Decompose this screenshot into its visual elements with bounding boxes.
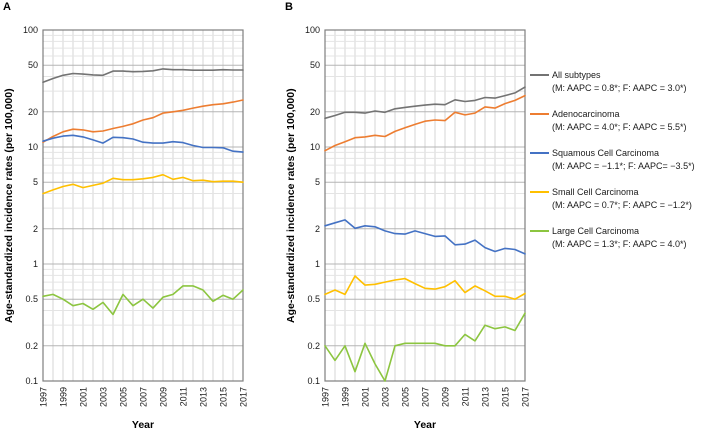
svg-text:2003: 2003 bbox=[381, 387, 391, 407]
svg-text:2011: 2011 bbox=[461, 387, 471, 406]
legend-aapc-note: (M: AAPC = −1.1*; F: AAPC= −3.5*) bbox=[552, 161, 695, 171]
svg-text:0.1: 0.1 bbox=[25, 376, 38, 386]
legend-aapc-note: (M: AAPC = 0.7*; F: AAPC = −1.2*) bbox=[552, 200, 692, 210]
legend-aapc-note: (M: AAPC = 1.3*; F: AAPC = 4.0*) bbox=[552, 239, 687, 249]
svg-text:50: 50 bbox=[28, 60, 38, 70]
legend-label: All subtypes bbox=[552, 70, 601, 80]
panel-a-label: A bbox=[3, 1, 11, 13]
svg-text:1: 1 bbox=[315, 259, 320, 269]
legend-item-squamous-cell: Squamous Cell Carcinoma (M: AAPC = −1.1*… bbox=[530, 147, 709, 173]
svg-text:2: 2 bbox=[315, 224, 320, 234]
legend-item-large-cell: Large Cell Carcinoma (M: AAPC = 1.3*; F:… bbox=[530, 225, 709, 251]
svg-text:2007: 2007 bbox=[421, 387, 431, 407]
legend-label: Squamous Cell Carcinoma bbox=[552, 148, 660, 158]
svg-text:2017: 2017 bbox=[521, 387, 531, 407]
svg-text:2015: 2015 bbox=[219, 387, 229, 407]
svg-text:2003: 2003 bbox=[99, 387, 109, 407]
panel-b-x-axis-title: Year bbox=[413, 419, 437, 431]
svg-text:0.2: 0.2 bbox=[307, 341, 320, 351]
legend-aapc-note: (M: AAPC = 4.0*; F: AAPC = 5.5*) bbox=[552, 122, 687, 132]
panel-a-x-axis-title: Year bbox=[131, 419, 155, 431]
legend-label: Small Cell Carcinoma bbox=[552, 187, 639, 197]
legend-item-all-subtypes: All subtypes (M: AAPC = 0.8*; F: AAPC = … bbox=[530, 69, 709, 95]
legend-item-small-cell: Small Cell Carcinoma (M: AAPC = 0.7*; F:… bbox=[530, 186, 709, 212]
svg-text:1999: 1999 bbox=[59, 387, 69, 407]
svg-text:1: 1 bbox=[33, 259, 38, 269]
svg-text:2011: 2011 bbox=[179, 387, 189, 406]
svg-text:1997: 1997 bbox=[39, 387, 49, 407]
adenocarcinoma-line-swatch-icon bbox=[530, 113, 549, 115]
squamous-cell-line-swatch-icon bbox=[530, 152, 549, 154]
svg-text:2009: 2009 bbox=[159, 387, 169, 407]
small-cell-line-swatch-icon bbox=[530, 191, 549, 193]
large-cell-line-swatch-icon bbox=[530, 230, 549, 232]
svg-text:1997: 1997 bbox=[321, 387, 331, 407]
svg-text:2005: 2005 bbox=[119, 387, 129, 407]
svg-text:0.2: 0.2 bbox=[25, 341, 38, 351]
legend-label: Large Cell Carcinoma bbox=[552, 226, 640, 236]
svg-text:2015: 2015 bbox=[501, 387, 511, 407]
svg-text:50: 50 bbox=[310, 60, 320, 70]
svg-text:2005: 2005 bbox=[401, 387, 411, 407]
svg-text:2001: 2001 bbox=[361, 387, 371, 407]
svg-text:1999: 1999 bbox=[341, 387, 351, 407]
legend-label: Adenocarcinoma bbox=[552, 109, 620, 119]
legend: All subtypes (M: AAPC = 0.8*; F: AAPC = … bbox=[530, 69, 709, 251]
svg-text:100: 100 bbox=[305, 25, 320, 35]
svg-text:2017: 2017 bbox=[239, 387, 249, 407]
svg-text:0.5: 0.5 bbox=[307, 294, 320, 304]
svg-text:2013: 2013 bbox=[481, 387, 491, 407]
svg-text:100: 100 bbox=[23, 25, 38, 35]
legend-item-adenocarcinoma: Adenocarcinoma (M: AAPC = 4.0*; F: AAPC … bbox=[530, 108, 709, 134]
svg-text:2: 2 bbox=[33, 224, 38, 234]
svg-text:10: 10 bbox=[310, 142, 320, 152]
svg-text:2007: 2007 bbox=[139, 387, 149, 407]
svg-text:5: 5 bbox=[315, 177, 320, 187]
legend-aapc-note: (M: AAPC = 0.8*; F: AAPC = 3.0*) bbox=[552, 83, 687, 93]
all-subtypes-line-swatch-icon bbox=[530, 74, 549, 76]
svg-text:10: 10 bbox=[28, 142, 38, 152]
svg-text:20: 20 bbox=[310, 107, 320, 117]
panel-b-label: B bbox=[285, 1, 293, 13]
svg-text:2013: 2013 bbox=[199, 387, 209, 407]
svg-text:0.5: 0.5 bbox=[25, 294, 38, 304]
svg-text:2001: 2001 bbox=[79, 387, 89, 407]
svg-text:20: 20 bbox=[28, 107, 38, 117]
svg-text:0.1: 0.1 bbox=[307, 376, 320, 386]
svg-text:5: 5 bbox=[33, 177, 38, 187]
svg-text:2009: 2009 bbox=[441, 387, 451, 407]
